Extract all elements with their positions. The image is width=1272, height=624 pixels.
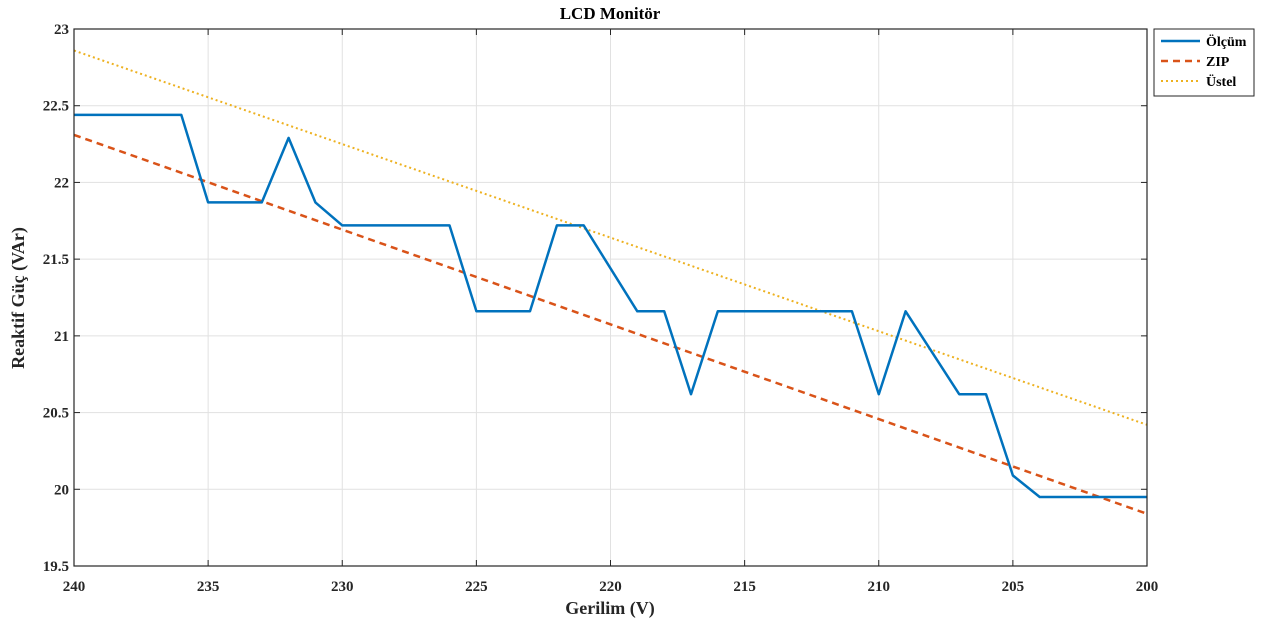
- x-tick-label: 235: [197, 579, 220, 595]
- x-tick-label: 240: [63, 579, 86, 595]
- y-tick-label: 19.5: [43, 559, 69, 575]
- x-tick-label: 215: [733, 579, 756, 595]
- x-axis: 240 235 230 225 220 215 210 205 200: [63, 29, 1159, 595]
- series-zip-line: [73, 133, 1148, 515]
- series-layer: [73, 49, 1148, 515]
- y-tick-label: 22: [54, 175, 69, 191]
- series-olcum-line: [74, 113, 1147, 499]
- legend-label-zip: ZIP: [1206, 55, 1230, 70]
- legend-label-olcum: Ölçüm: [1206, 33, 1247, 50]
- y-tick-label: 22.5: [43, 99, 69, 115]
- legend: Ölçüm ZIP Üstel: [1153, 28, 1255, 97]
- y-axis-label: Reaktif Güç (VAr): [8, 227, 29, 369]
- chart-title: LCD Monitör: [560, 4, 661, 23]
- x-tick-label: 205: [1002, 579, 1025, 595]
- legend-label-ustel: Üstel: [1206, 73, 1236, 90]
- y-tick-label: 20: [54, 482, 69, 498]
- y-tick-label: 20.5: [43, 406, 69, 422]
- x-axis-label: Gerilim (V): [565, 598, 654, 619]
- x-tick-label: 225: [465, 579, 488, 595]
- y-tick-label: 21: [54, 329, 69, 345]
- grid: [73, 28, 1148, 567]
- x-tick-label: 210: [868, 579, 891, 595]
- y-tick-label: 23: [54, 22, 69, 38]
- y-tick-label: 21.5: [43, 252, 69, 268]
- x-tick-label: 220: [599, 579, 622, 595]
- x-tick-label: 230: [331, 579, 354, 595]
- y-axis: 19.5 20 20.5 21 21.5 22 22.5 23: [43, 22, 1147, 575]
- x-tick-label: 200: [1136, 579, 1159, 595]
